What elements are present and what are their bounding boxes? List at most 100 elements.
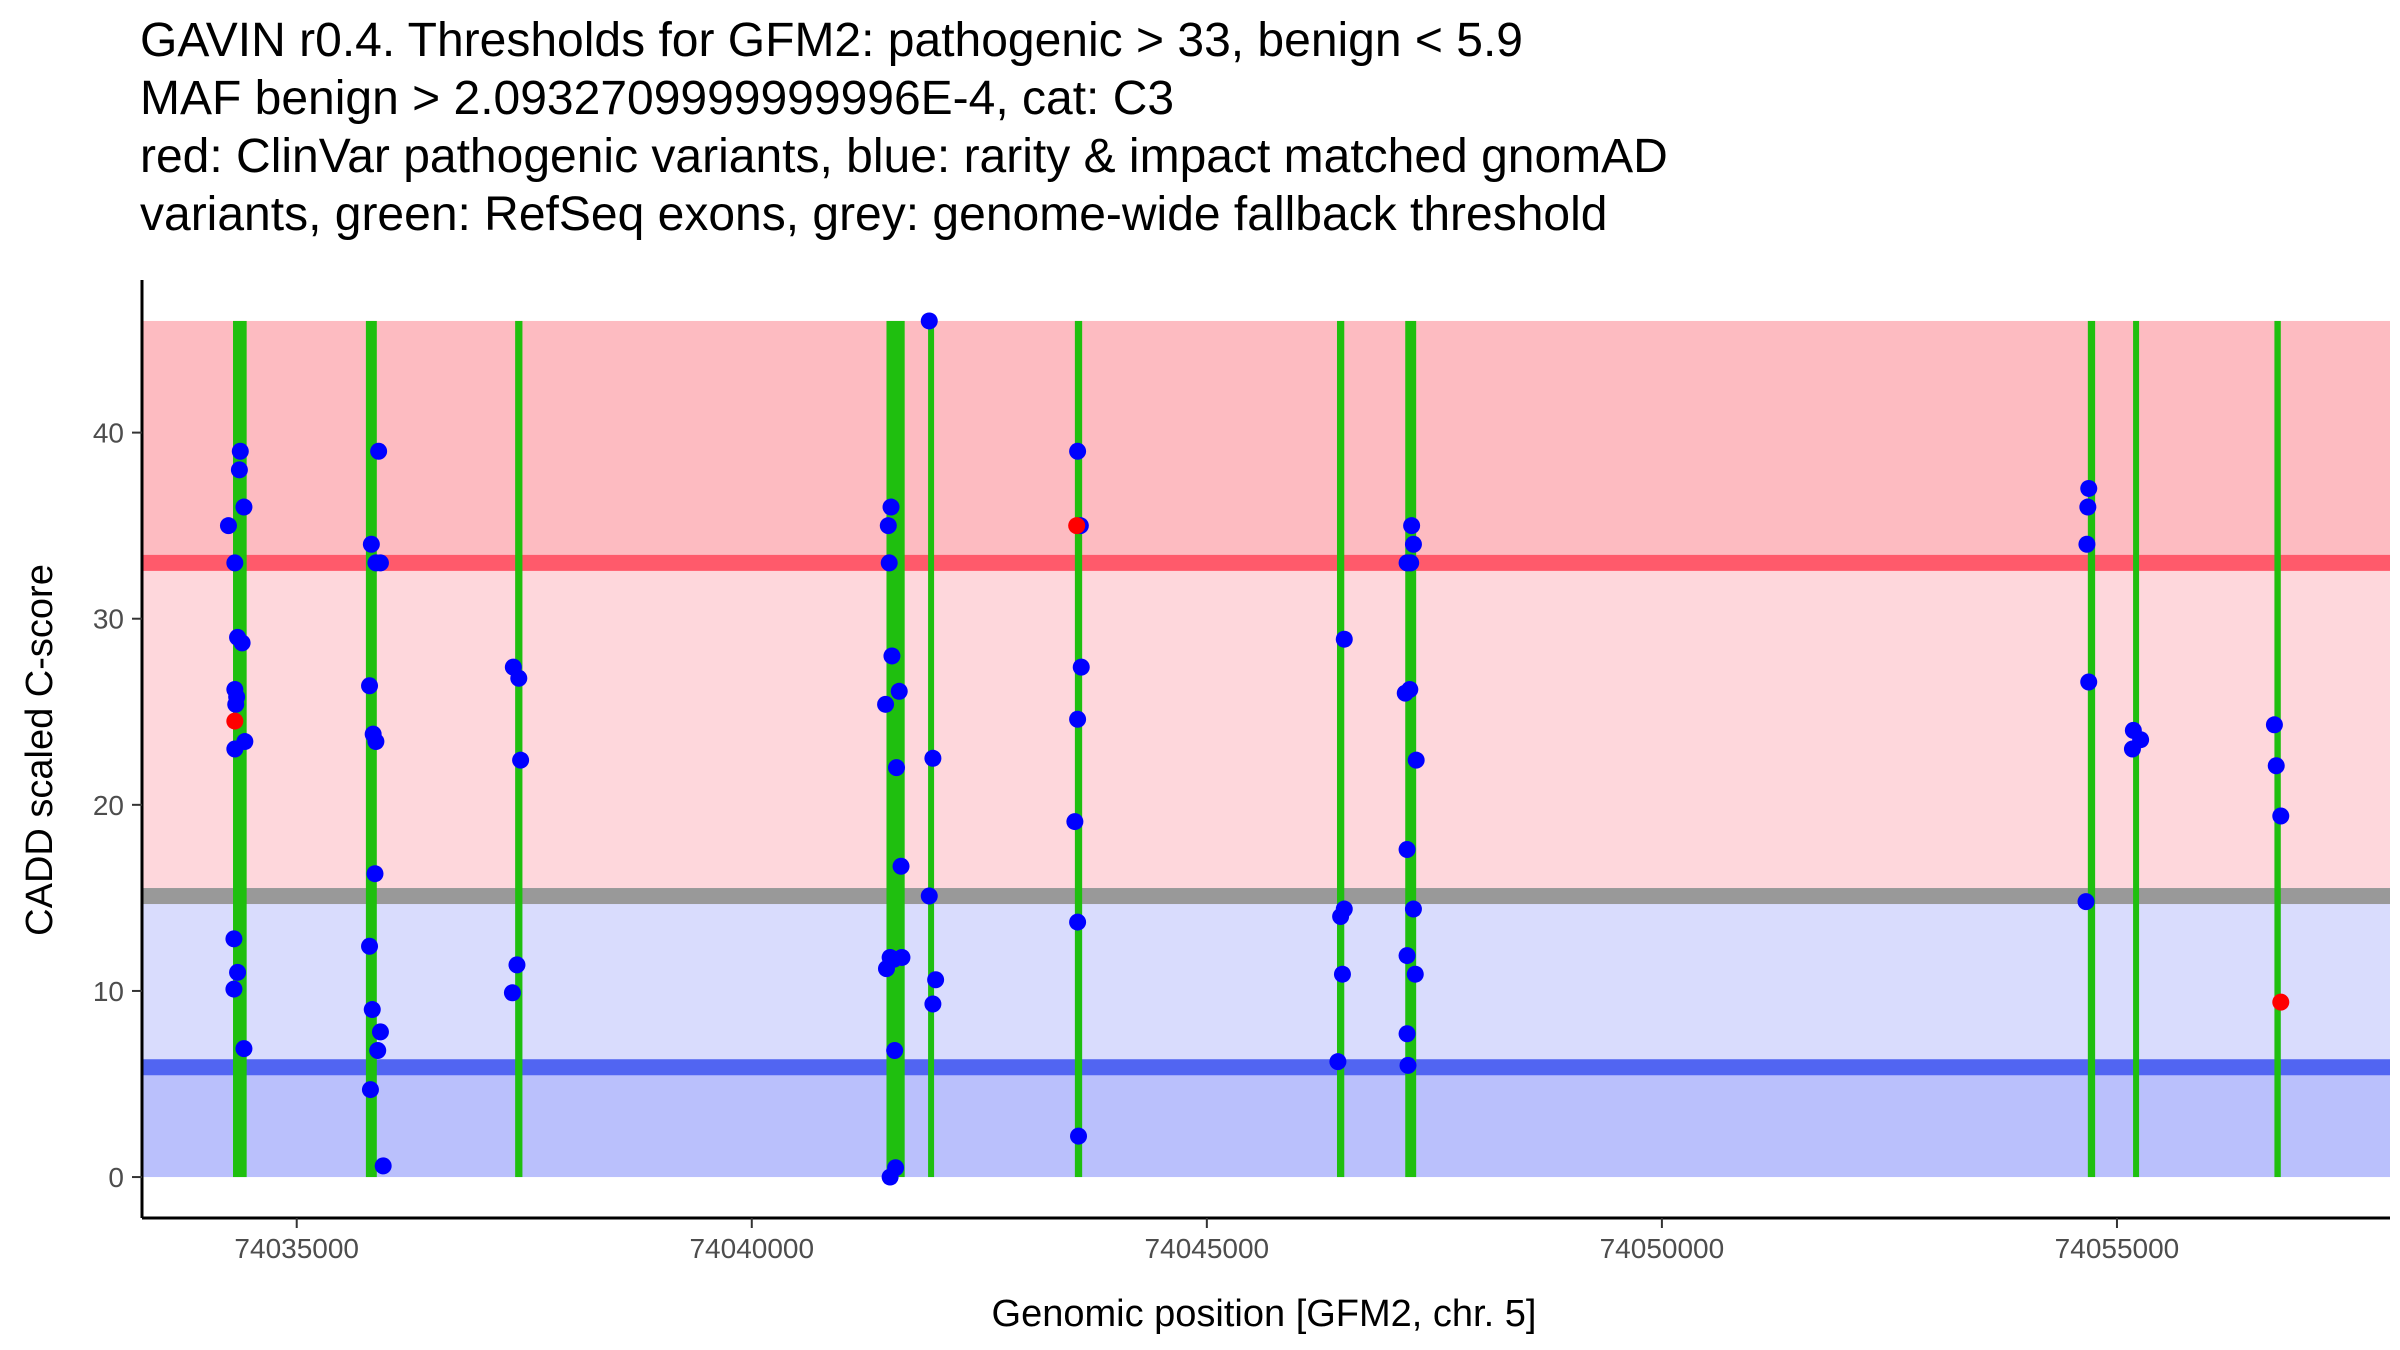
gnomad-point-89 xyxy=(2265,716,2283,734)
gnomad-point-1 xyxy=(219,517,237,535)
y-tick-label: 40 xyxy=(93,418,124,449)
gnomad-point-41 xyxy=(890,682,908,700)
gnomad-point-56 xyxy=(1069,442,1087,460)
pathogenic-to-fallback-zone xyxy=(142,562,2390,897)
gnomad-point-12 xyxy=(225,980,243,998)
threshold-lines xyxy=(142,554,2390,1076)
x-tick-label: 74035000 xyxy=(234,1233,359,1264)
gnomad-point-34 xyxy=(508,956,526,974)
gnomad-point-19 xyxy=(371,554,389,572)
fallback-threshold xyxy=(142,888,2390,905)
gnomad-point-77 xyxy=(1398,947,1416,965)
variant-points xyxy=(219,312,2290,1186)
gnomad-point-42 xyxy=(887,759,905,777)
x-tick-label: 74050000 xyxy=(1600,1233,1725,1264)
gnomad-point-91 xyxy=(2272,807,2290,825)
chart-title: GAVIN r0.4. Thresholds for GFM2: pathoge… xyxy=(140,12,1668,244)
threshold-bands xyxy=(142,320,2390,1178)
exon-bar-6 xyxy=(1074,320,1083,1178)
gnomad-point-73 xyxy=(1401,680,1419,698)
exon-bar-11 xyxy=(2274,320,2281,1178)
gnomad-point-11 xyxy=(229,963,247,981)
gnomad-point-38 xyxy=(880,554,898,572)
clinvar-point-1 xyxy=(226,712,244,730)
gnomad-point-25 xyxy=(361,937,379,955)
pathogenic-zone xyxy=(142,320,2390,563)
gnomad-point-58 xyxy=(1072,658,1090,676)
gnomad-point-2 xyxy=(226,554,244,572)
clinvar-point-3 xyxy=(2272,993,2290,1011)
gnomad-point-79 xyxy=(1398,1025,1416,1043)
gnomad-point-20 xyxy=(370,442,388,460)
gnomad-point-29 xyxy=(361,1081,379,1099)
chart-title-line-1: GAVIN r0.4. Thresholds for GFM2: pathoge… xyxy=(140,14,1523,67)
gnomad-point-80 xyxy=(1399,1056,1417,1074)
gnomad-point-81 xyxy=(2080,479,2098,497)
gnomad-point-4 xyxy=(233,634,251,652)
x-tick-label: 74055000 xyxy=(2055,1233,2180,1264)
exon-bar-9 xyxy=(2087,320,2096,1178)
gnomad-point-17 xyxy=(362,535,380,553)
gnomad-point-15 xyxy=(230,461,248,479)
gnomad-point-16 xyxy=(235,498,253,516)
chart-title-line-3: red: ClinVar pathogenic variants, blue: … xyxy=(140,130,1668,183)
y-tick-label: 30 xyxy=(93,604,124,635)
y-tick-label: 20 xyxy=(93,790,124,821)
gnomad-point-83 xyxy=(2078,535,2096,553)
benign-zone xyxy=(142,1067,2390,1178)
chart-title-line-4: variants, green: RefSeq exons, grey: gen… xyxy=(140,188,1608,241)
gnomad-point-10 xyxy=(225,930,243,948)
gnomad-point-36 xyxy=(882,498,900,516)
gnomad-point-65 xyxy=(1335,900,1353,918)
gnomad-point-88 xyxy=(2132,731,2150,749)
gnomad-point-13 xyxy=(235,1040,253,1058)
x-tick-label: 74040000 xyxy=(689,1233,814,1264)
gnomad-point-62 xyxy=(1070,1127,1088,1145)
axes: 74035000 74040000 74045000 74050000 74055000… xyxy=(93,280,2390,1264)
gnomad-point-30 xyxy=(374,1157,392,1175)
gnomad-point-68 xyxy=(1403,517,1421,535)
exon-bar-7 xyxy=(1336,320,1345,1178)
gnomad-point-39 xyxy=(883,647,901,665)
y-tick-label: 0 xyxy=(108,1162,124,1193)
x-tick-label: 74045000 xyxy=(1145,1233,1270,1264)
gnomad-point-52 xyxy=(920,887,938,905)
gnomad-point-59 xyxy=(1069,710,1087,728)
gnomad-point-53 xyxy=(924,749,942,767)
gnomad-point-54 xyxy=(927,971,945,989)
gnomad-point-43 xyxy=(892,857,910,875)
gnomad-point-28 xyxy=(369,1042,387,1059)
gnomad-point-26 xyxy=(363,1001,381,1019)
gnomad-point-9 xyxy=(236,733,254,751)
gnomad-point-67 xyxy=(1329,1053,1347,1071)
exon-bar-3 xyxy=(515,320,523,1178)
benign-threshold xyxy=(142,1059,2390,1076)
gnomad-point-66 xyxy=(1333,965,1351,983)
gnomad-point-84 xyxy=(2080,673,2098,691)
gnomad-point-21 xyxy=(361,677,379,695)
gnomad-point-51 xyxy=(920,312,938,330)
gnomad-point-37 xyxy=(879,517,897,535)
gnomad-point-85 xyxy=(2077,893,2095,911)
gnomad-point-60 xyxy=(1066,813,1084,831)
gnomad-point-61 xyxy=(1069,913,1087,931)
gnomad-point-40 xyxy=(877,695,895,713)
gnomad-point-82 xyxy=(2079,498,2097,516)
gnomad-point-50 xyxy=(881,1168,899,1186)
gnomad-point-24 xyxy=(366,865,384,883)
gnomad-point-76 xyxy=(1404,900,1422,918)
gnomad-point-69 xyxy=(1404,535,1422,553)
exon-bar-5 xyxy=(928,320,935,1178)
gnomad-point-23 xyxy=(367,733,385,751)
x-axis-title: Genomic position [GFM2, chr. 5] xyxy=(992,1293,1537,1335)
y-tick-label: 10 xyxy=(93,976,124,1007)
gnomad-point-74 xyxy=(1407,751,1425,769)
exon-bar-2 xyxy=(365,320,377,1178)
gnomad-point-55 xyxy=(924,995,942,1013)
gnomad-point-47 xyxy=(893,948,911,966)
gnomad-point-75 xyxy=(1398,841,1416,858)
gnomad-point-78 xyxy=(1406,965,1424,983)
gnomad-point-63 xyxy=(1335,630,1353,648)
fallback-to-benign-zone xyxy=(142,896,2390,1068)
gnomad-point-90 xyxy=(2267,757,2285,775)
